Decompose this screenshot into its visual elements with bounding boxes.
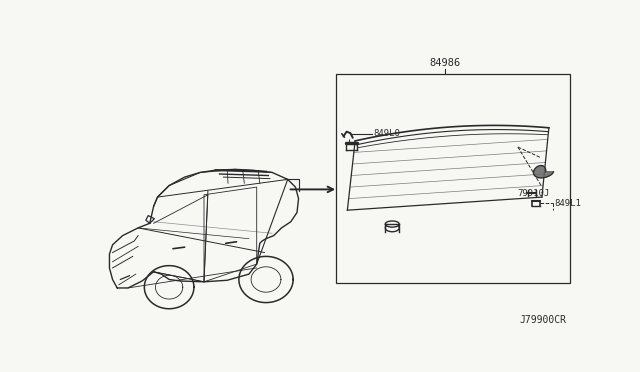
Text: 79910J: 79910J	[517, 189, 550, 198]
Polygon shape	[534, 166, 554, 178]
Ellipse shape	[385, 221, 399, 227]
Text: 84986: 84986	[429, 58, 461, 68]
Text: J79900CR: J79900CR	[520, 315, 566, 325]
Ellipse shape	[385, 224, 399, 232]
Bar	[336, 74, 570, 283]
Text: 849L0: 849L0	[374, 129, 401, 138]
Text: 849L1: 849L1	[554, 199, 581, 208]
